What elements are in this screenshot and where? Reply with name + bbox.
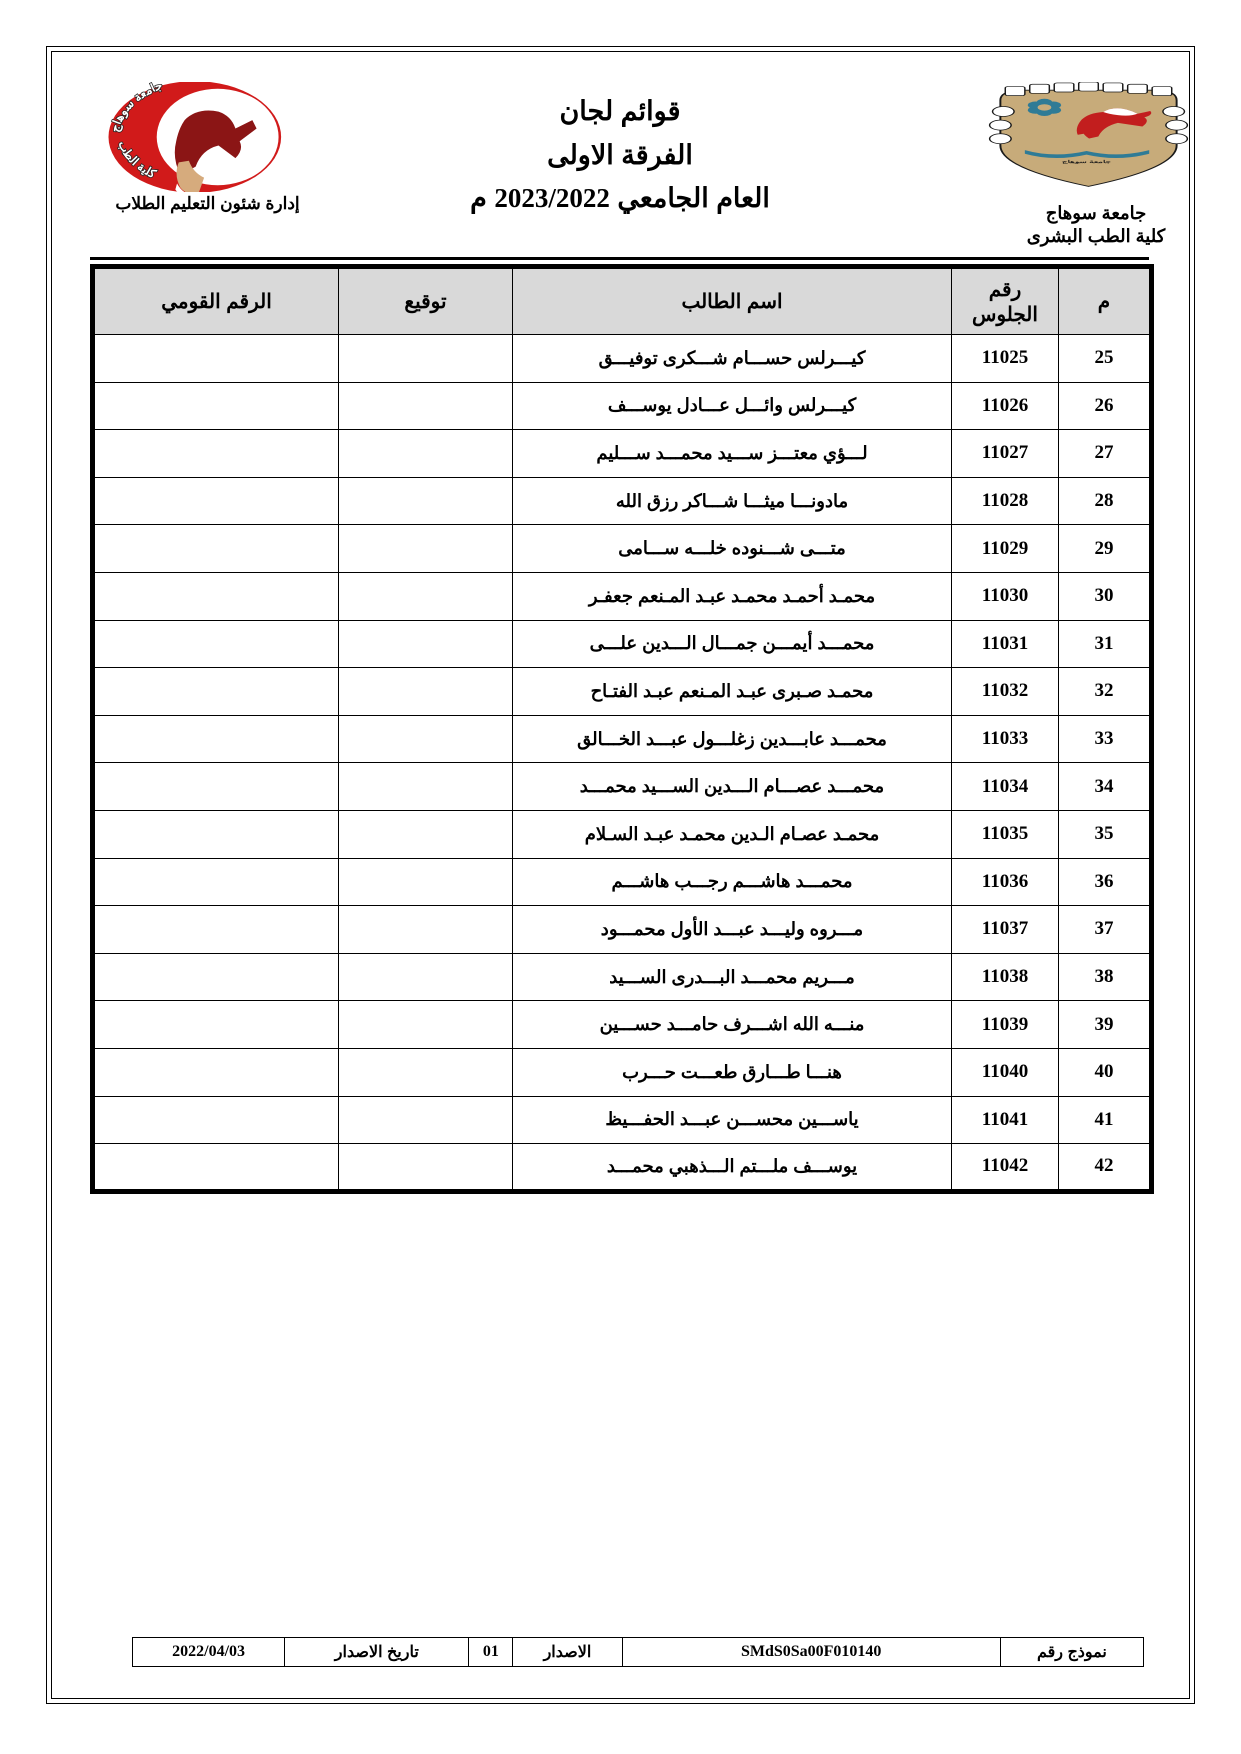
svg-text:جامعة سوهاج: جامعة سوهاج — [1062, 159, 1111, 164]
